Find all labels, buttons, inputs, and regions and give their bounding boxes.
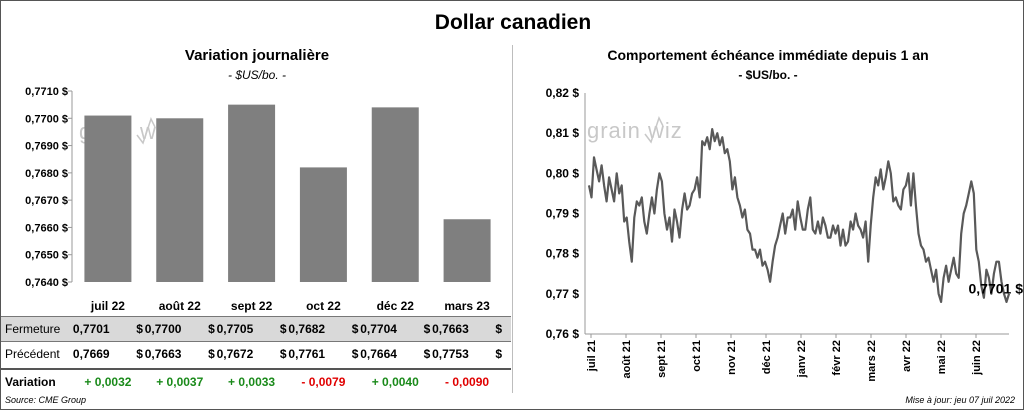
x-tick-label: juil 22	[90, 299, 125, 313]
row-label: Fermeture	[5, 322, 61, 336]
table-cell: + 0,0040	[371, 375, 419, 389]
watermark: grain wiz	[587, 116, 683, 144]
x-tick-label: août 21	[621, 340, 633, 379]
table-cell: - 0,0090	[445, 375, 490, 389]
panel-divider	[512, 45, 513, 393]
y-tick-label: 0,78 $	[546, 247, 580, 261]
x-tick-label: mars 23	[444, 299, 490, 313]
y-tick-label: 0,7690 $	[25, 141, 68, 153]
x-tick-label: avr 22	[901, 340, 913, 372]
price-line	[587, 127, 1011, 303]
left-panel-title: Variation journalière	[184, 47, 330, 64]
bar	[299, 167, 347, 282]
table-cell: + 0,0032	[84, 375, 132, 389]
y-tick-label: 0,7680 $	[25, 168, 68, 180]
x-tick-label: mai 22	[936, 340, 948, 374]
y-tick-label: 0,81 $	[546, 126, 580, 140]
table-row-fermeture: Fermeture 0,7701 $0,7700 $0,7705 $0,7682 $0,7…	[1, 316, 511, 342]
page-title: Dollar canadien	[434, 11, 592, 34]
daily-variation-bar-chart: 0,7640 $ 0,7650 $ 0,7660 $ 0,7670 $ 0,7680 $…	[25, 86, 491, 313]
row-label: Précédent	[5, 347, 60, 361]
watermark-mark	[136, 117, 156, 145]
last-value-label: 0,7701 $	[969, 280, 1024, 296]
table-cell: + 0,0037	[156, 375, 204, 389]
x-tick-label: févr 22	[831, 340, 843, 375]
right-panel-subtitle: - $US/bo. -	[738, 68, 798, 82]
x-tick-label: juin 22	[971, 340, 983, 376]
one-year-line-chart: 0,76 $ 0,77 $ 0,78 $ 0,79 $ 0,80 $ 0,81 $ 0,82…	[546, 86, 1024, 382]
x-tick-label: déc 22	[377, 299, 415, 313]
y-tick-label: 0,7640 $	[25, 277, 68, 289]
table-cell: + 0,0033	[228, 375, 276, 389]
x-tick-label: nov 21	[726, 340, 738, 375]
left-panel-subtitle: - $US/bo. -	[227, 68, 287, 82]
bar	[371, 107, 419, 282]
watermark-text: grain wiz	[587, 118, 683, 143]
bar	[228, 104, 276, 282]
table-cell: - 0,0079	[301, 375, 346, 389]
x-tick-label: sept 21	[656, 340, 668, 378]
table-row-precedent: Précédent 0,7669 $0,7663 $0,7672 $0,7761 $0,7…	[1, 342, 511, 366]
y-tick-label: 0,77 $	[546, 287, 580, 301]
update-note: Mise à jour: jeu 07 juil 2022	[905, 395, 1015, 405]
y-tick-label: 0,7660 $	[25, 222, 68, 234]
x-tick-label: déc 21	[761, 340, 773, 374]
x-tick-label: sept 22	[231, 299, 273, 313]
right-panel-title: Comportement échéance immédiate depuis 1…	[607, 47, 929, 63]
x-tick-label: août 22	[159, 299, 201, 313]
y-tick-label: 0,7650 $	[25, 250, 68, 262]
x-tick-label: juil 21	[586, 340, 598, 372]
y-tick-label: 0,79 $	[546, 207, 580, 221]
x-tick-label: oct 22	[306, 299, 341, 313]
y-tick-label: 0,76 $	[546, 327, 580, 341]
source-note: Source: CME Group	[5, 395, 87, 405]
y-tick-label: 0,7710 $	[25, 86, 68, 98]
x-tick-label: oct 21	[691, 340, 703, 372]
watermark-mark	[644, 116, 664, 144]
bar	[156, 118, 204, 283]
row-label: Variation	[5, 375, 56, 389]
y-tick-label: 0,7670 $	[25, 195, 68, 207]
bar	[84, 115, 132, 282]
y-tick-label: 0,82 $	[546, 86, 580, 100]
table-row-variation: Variation + 0,0032 + 0,0037 + 0,0033 - 0,007…	[1, 368, 511, 394]
y-tick-label: 0,80 $	[546, 166, 580, 180]
x-tick-label: mars 22	[866, 340, 878, 382]
bar	[443, 219, 491, 282]
y-tick-label: 0,7700 $	[25, 113, 68, 125]
x-tick-label: janv 22	[796, 340, 808, 378]
